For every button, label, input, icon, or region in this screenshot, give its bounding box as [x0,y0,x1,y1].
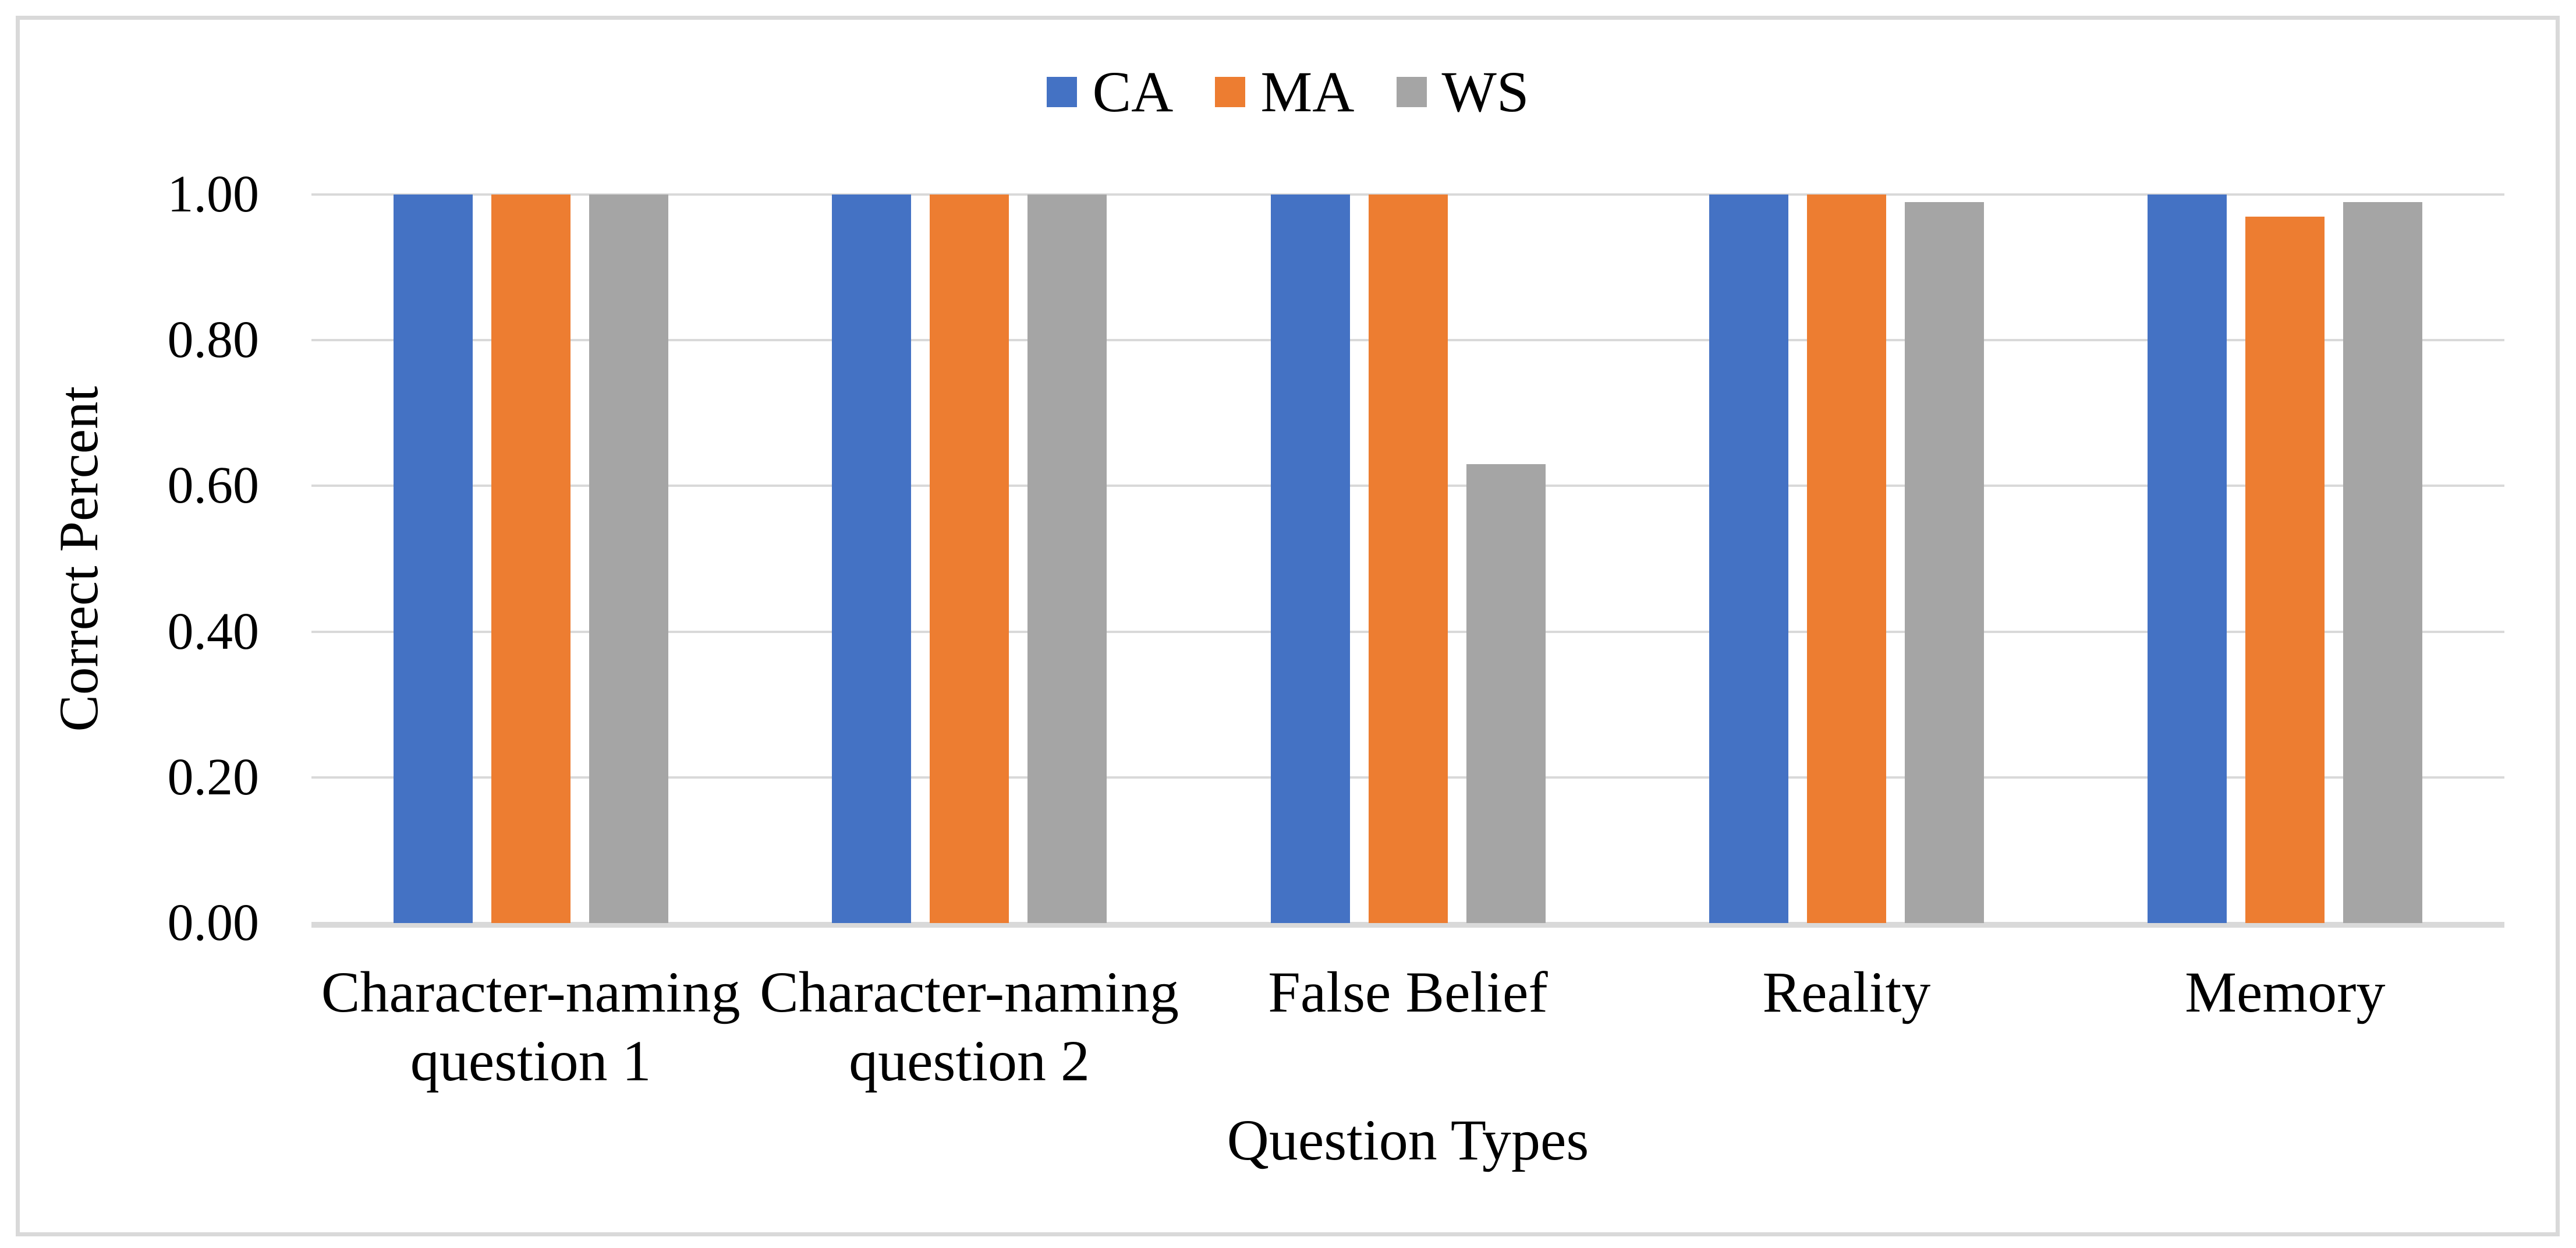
bar-ca-3 [1270,195,1350,923]
x-category-label: Memory [2185,960,2386,1024]
legend-swatch-icon [1396,76,1427,107]
x-category-label: Character-naming question 1 [321,960,740,1093]
x-axis-line [311,924,2504,928]
y-tick-label: 1.00 [167,165,260,223]
bar-ca-2 [832,195,912,923]
bar-ca-5 [2148,195,2227,923]
legend-item-ws: WS [1396,59,1529,124]
y-tick-label: 0.60 [167,457,260,515]
x-axis-title: Question Types [1227,1108,1589,1172]
legend-label: CA [1092,59,1174,124]
bar-ca-1 [393,195,473,923]
bar-ma-3 [1368,195,1448,923]
bar-ma-5 [2245,216,2325,923]
bar-ca-4 [1709,195,1788,923]
bar-ws-3 [1466,464,1546,923]
bar-ws-5 [2343,201,2423,923]
legend-item-ca: CA [1047,61,1173,122]
bar-ma-1 [491,195,571,923]
y-axis-title-wrap: Correct Percent [35,195,122,923]
x-category-label: False Belief [1268,960,1548,1024]
y-tick-label: 0.20 [167,748,260,806]
y-tick-label: 0.80 [167,311,260,369]
bar-ma-4 [1806,195,1886,923]
x-category-label: Reality [1762,960,1931,1024]
legend-swatch-icon [1047,76,1078,107]
bar-ma-2 [930,195,1009,923]
legend-swatch-icon [1215,76,1246,107]
x-category-label: Character-naming question 2 [760,960,1179,1093]
legend-item-ma: MA [1215,59,1355,124]
legend-label: WS [1441,59,1529,124]
legend: CA MA WS [0,58,2576,125]
plot-area [311,193,2504,924]
y-tick-label: 0.40 [167,602,260,660]
gridline [311,922,2504,924]
bar-ws-2 [1027,195,1107,923]
y-tick-label: 0.00 [167,894,260,952]
bar-ws-4 [1904,201,1984,923]
legend-label: MA [1260,59,1355,124]
y-axis-title: Correct Percent [48,386,109,732]
bar-ws-1 [589,195,668,923]
